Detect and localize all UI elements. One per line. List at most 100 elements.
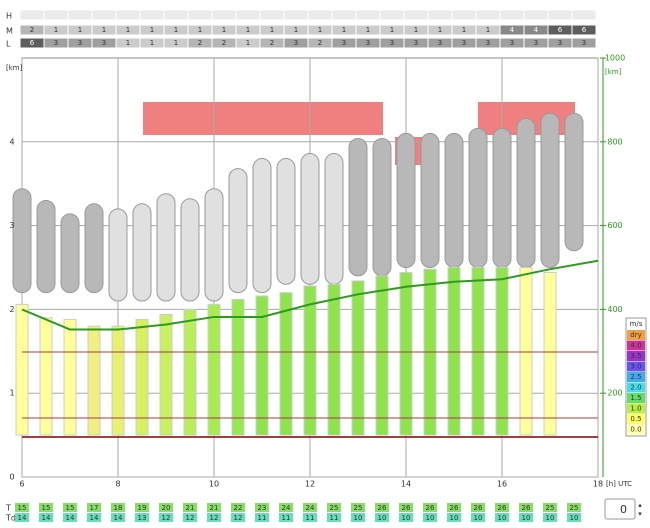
thermal-bar	[447, 267, 461, 436]
dewpoint-cell	[495, 513, 509, 522]
temperature-label: 26	[402, 504, 411, 512]
cloud-cell-label: 1	[246, 39, 250, 47]
cloud-cell-label: 3	[486, 39, 490, 47]
cloud-cell-label: 1	[126, 26, 130, 34]
cloud-cell-label: 3	[102, 39, 106, 47]
cloud-cell	[355, 9, 381, 21]
cloud-cell	[91, 9, 117, 21]
thermal-bar	[39, 317, 53, 436]
dewpoint-cell	[375, 513, 389, 522]
temperature-label: 26	[522, 504, 531, 512]
temperature-cell	[87, 503, 101, 512]
temperature-label: 21	[210, 504, 219, 512]
dewpoint-cell	[183, 513, 197, 522]
dewpoint-label: 11	[282, 514, 291, 522]
dewpoint-cell	[87, 513, 101, 522]
spinner-up[interactable]: ▴	[638, 501, 642, 509]
cloud-column	[276, 158, 296, 285]
cloud-cell	[547, 9, 573, 21]
cloud-column	[12, 188, 32, 294]
temperature-label: 19	[138, 504, 147, 512]
temperature-cell	[399, 503, 413, 512]
dewpoint-label: 14	[114, 514, 123, 522]
cloud-cell	[211, 9, 237, 21]
dewpoint-cell	[159, 513, 173, 522]
cloud-column	[564, 112, 584, 252]
y2-tick-label: 800	[607, 137, 622, 146]
dewpoint-cell	[399, 513, 413, 522]
thermal-bar	[399, 272, 413, 436]
cloud-cell-label: 2	[270, 39, 274, 47]
spinner-down[interactable]: ▾	[638, 510, 642, 518]
x-axis-unit: [h] UTC	[606, 480, 632, 488]
cloud-cell-label: 1	[150, 26, 154, 34]
colorbar-title: m/s	[630, 320, 643, 328]
temperature-cell	[183, 503, 197, 512]
cloud-column	[540, 112, 560, 268]
dewpoint-label: 11	[306, 514, 315, 522]
cloud-cell-label: 1	[318, 26, 322, 34]
temperature-label: 24	[306, 504, 315, 512]
colorbar-label: 1.0	[630, 405, 641, 413]
thermal-bar	[111, 325, 125, 436]
y2-tick-label: 200	[607, 389, 622, 398]
temperature-label: 23	[258, 504, 267, 512]
x-tick-label: 6	[19, 480, 24, 489]
thermal-bar	[63, 318, 77, 436]
cloud-column	[444, 132, 464, 268]
thermal-bar	[231, 298, 245, 436]
cloud-column	[324, 153, 344, 285]
temperature-cell	[327, 503, 341, 512]
temperature-label: 26	[378, 504, 387, 512]
cloud-cell	[283, 9, 309, 21]
row-label: L	[6, 40, 11, 49]
colorbar-label: dry	[630, 331, 641, 339]
cloud-column	[516, 117, 536, 268]
spinner[interactable]	[604, 498, 636, 520]
cloud-cell-label: 2	[198, 39, 202, 47]
cloud-cell-label: 1	[342, 26, 346, 34]
thermal-bar	[351, 280, 365, 436]
dewpoint-label: 14	[90, 514, 99, 522]
row-label: M	[6, 27, 13, 36]
cloud-cell	[187, 9, 213, 21]
cloud-column	[108, 208, 128, 302]
cloud-cell-label: 1	[222, 26, 226, 34]
row-label: H	[6, 12, 12, 21]
colorbar-swatch	[627, 330, 645, 340]
x-tick-label: 8	[115, 480, 120, 489]
dewpoint-label: 11	[258, 514, 267, 522]
temperature-cell	[447, 503, 461, 512]
cloud-cell-label: 1	[366, 26, 370, 34]
cloud-cell	[115, 9, 141, 21]
dewpoint-label: 10	[402, 514, 411, 522]
cloud-cell-label: 1	[414, 26, 418, 34]
cloud-cell-label: 3	[438, 39, 442, 47]
temperature-label: 17	[90, 504, 99, 512]
dewpoint-label: 11	[330, 514, 339, 522]
x-tick-label: 16	[497, 480, 507, 489]
temperature-label: 15	[18, 504, 27, 512]
temperature-label: 25	[354, 504, 363, 512]
cloud-cell-label: 3	[414, 39, 418, 47]
y2-axis-unit: [km]	[605, 68, 622, 76]
dewpoint-label: 10	[474, 514, 483, 522]
cloud-cell-label: 3	[54, 39, 58, 47]
cloud-cell-label: 1	[438, 26, 442, 34]
colorbar-swatch	[627, 372, 645, 382]
temperature-cell	[471, 503, 485, 512]
temperature-label: 18	[114, 504, 123, 512]
cloud-cell-label: 1	[174, 39, 178, 47]
cloud-column	[252, 158, 272, 294]
dewpoint-label: 10	[546, 514, 555, 522]
cloud-cell-label: 3	[582, 39, 586, 47]
dewpoint-label: 10	[522, 514, 531, 522]
temperature-label: 26	[498, 504, 507, 512]
temperature-cell	[567, 503, 581, 512]
temperature-cell	[231, 503, 245, 512]
thermal-bar	[543, 272, 557, 436]
cloud-cell	[451, 9, 477, 21]
cloud-cell	[307, 9, 333, 21]
cloud-column	[156, 193, 176, 302]
cloud-cell-label: 3	[294, 39, 298, 47]
